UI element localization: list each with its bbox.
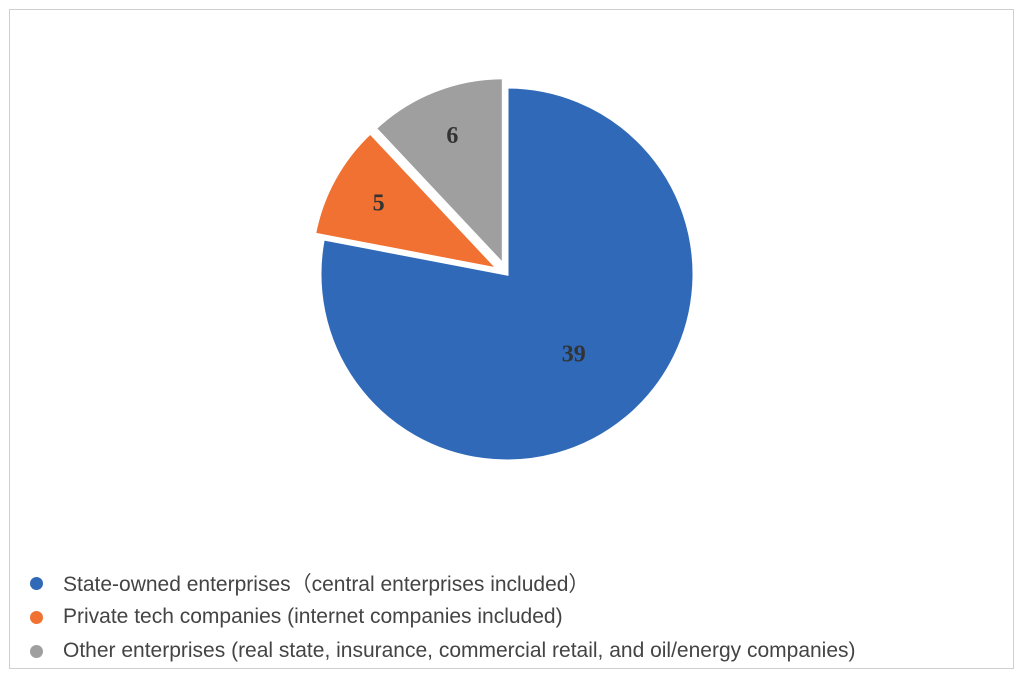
legend-item-state-owned: State-owned enterprises（central enterpri… [30,566,1010,600]
legend-marker-state-owned [30,576,43,590]
legend-marker-other [30,644,43,658]
data-label-state-owned: 39 [562,342,586,368]
pie-data-labels: 39 5 6 [373,123,586,368]
legend-label: Other enterprises (real state, insurance… [63,639,856,662]
pie-slices [312,76,696,463]
pie-slice-private-tech [312,130,503,272]
legend-item-private-tech: Private tech companies (internet compani… [30,600,1010,634]
pie-slice-state-owned [318,85,696,463]
data-label-private-tech: 5 [373,190,385,216]
legend-label: State-owned enterprises（central enterpri… [63,573,590,596]
data-label-other: 6 [446,123,458,149]
legend: State-owned enterprises（central enterpri… [30,566,1010,668]
pie-slice-other [373,76,505,269]
legend-label: Private tech companies (internet compani… [63,605,563,628]
legend-item-other: Other enterprises (real state, insurance… [30,634,1010,668]
legend-marker-private-tech [30,610,43,624]
